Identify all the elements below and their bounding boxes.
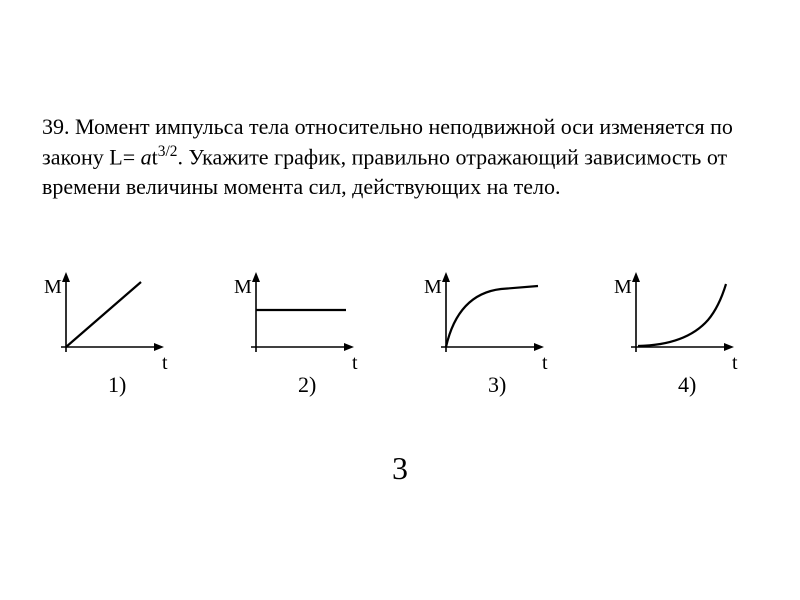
answer-value: 3 [0, 450, 800, 487]
y-arrow [252, 272, 260, 282]
chart-3-svg [426, 272, 546, 362]
chart-1-svg [46, 272, 166, 362]
curve-3 [446, 286, 538, 347]
chart-1: M t 1) [46, 272, 186, 412]
chart-2: M t 2) [236, 272, 376, 412]
question-number: 39. [42, 114, 70, 139]
chart-1-number: 1) [108, 372, 126, 398]
chart-4: M t 4) [616, 272, 756, 412]
chart-4-svg [616, 272, 736, 362]
y-arrow [442, 272, 450, 282]
x-axis-label: t [542, 352, 548, 375]
x-axis-label: t [162, 352, 168, 375]
question-text: 39. Момент импульса тела относительно не… [42, 112, 740, 201]
x-axis-label: t [732, 352, 738, 375]
curve-4 [638, 284, 726, 346]
chart-3-number: 3) [488, 372, 506, 398]
y-axis-label: M [44, 276, 62, 299]
formula-exp: 3/2 [158, 143, 178, 160]
x-arrow [344, 343, 354, 351]
curve-1 [66, 282, 141, 347]
y-arrow [632, 272, 640, 282]
charts-row: M t 1) M t 2) M t 3 [46, 272, 756, 412]
y-axis-label: M [614, 276, 632, 299]
x-axis-label: t [352, 352, 358, 375]
y-axis-label: M [424, 276, 442, 299]
chart-2-number: 2) [298, 372, 316, 398]
y-arrow [62, 272, 70, 282]
chart-3: M t 3) [426, 272, 566, 412]
chart-2-svg [236, 272, 356, 362]
x-arrow [724, 343, 734, 351]
y-axis-label: M [234, 276, 252, 299]
x-arrow [154, 343, 164, 351]
x-arrow [534, 343, 544, 351]
formula-a: a [141, 144, 152, 169]
chart-4-number: 4) [678, 372, 696, 398]
